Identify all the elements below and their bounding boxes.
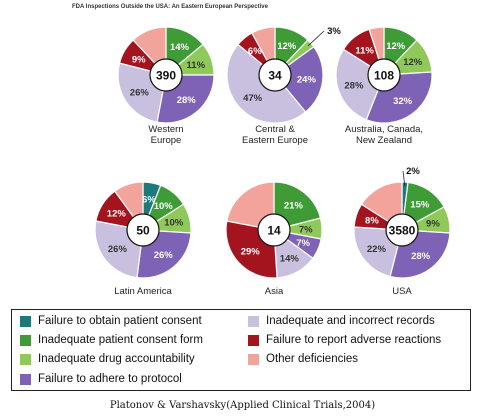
- data-label: 15%: [410, 199, 430, 210]
- data-label: 6%: [142, 194, 156, 205]
- legend-swatch: [248, 353, 259, 365]
- pie-4: 21% 7% 7% 14% 29% 14 Asia: [225, 181, 323, 297]
- region-label: Asia: [265, 286, 284, 297]
- pie-center: [149, 58, 183, 92]
- legend-swatch: [20, 353, 31, 365]
- caption: Platonov & Varshavsky(Applied Clinical T…: [109, 400, 376, 411]
- data-label: 12%: [386, 41, 406, 52]
- legend-label: Inadequate drug accountability: [38, 353, 195, 365]
- legend-swatch: [248, 315, 259, 327]
- data-label: 9%: [426, 219, 440, 230]
- pie-center: [126, 213, 160, 247]
- pie-2: 12% 12% 32% 28% 11% 108 Australia, Canada,New …: [335, 26, 433, 146]
- pie-center: [367, 58, 401, 92]
- pie-slice-records: [335, 48, 385, 121]
- pie-total: 50: [136, 224, 150, 238]
- data-label: 21%: [284, 201, 304, 212]
- legend-label: Failure to adhere to protocol: [38, 373, 182, 385]
- pie-total: 108: [374, 69, 394, 83]
- legend-label: Other deficiencies: [266, 353, 359, 365]
- legend-item-protocol: Failure to adhere to protocol: [20, 371, 182, 387]
- data-label: 3%: [327, 26, 341, 37]
- pie-center: [257, 213, 291, 247]
- legend-swatch: [248, 334, 259, 346]
- region-label: Central &: [255, 124, 295, 135]
- callout-line: [402, 170, 406, 186]
- pie-center: [258, 58, 292, 92]
- data-label: 28%: [411, 251, 431, 262]
- data-label: 8%: [365, 216, 379, 227]
- region-label: Australia, Canada,: [345, 124, 423, 135]
- data-label: 26%: [130, 88, 150, 99]
- legend-item-records: Inadequate and incorrect records: [248, 313, 435, 329]
- data-label: 22%: [367, 244, 387, 255]
- pie-5: 2% 15% 9% 28% 22% 8% 3580 USA: [353, 166, 451, 297]
- pie-slice-form: [273, 181, 322, 231]
- figure-title: FDA Inspections Outside the USA: An East…: [72, 4, 268, 10]
- legend-swatch: [20, 334, 31, 346]
- legend-swatch: [20, 373, 31, 385]
- pie-total: 34: [268, 69, 282, 83]
- region-label: Western: [148, 124, 183, 135]
- data-label: 28%: [177, 95, 197, 106]
- region-label: Latin America: [114, 286, 172, 297]
- pie-slice-protocol: [274, 45, 324, 113]
- data-label: 12%: [107, 209, 127, 220]
- legend-label: Inadequate and incorrect records: [266, 315, 435, 327]
- region-label: Eastern Europe: [242, 135, 308, 146]
- data-label: 7%: [296, 238, 310, 249]
- data-label: 11%: [355, 46, 374, 57]
- legend-swatch: [20, 315, 31, 327]
- data-label: 28%: [344, 80, 364, 91]
- data-label: 10%: [154, 201, 174, 212]
- legend-label: Inadequate patient consent form: [38, 334, 203, 346]
- legend-item-drug: Inadequate drug accountability: [20, 351, 195, 367]
- data-label: 32%: [393, 96, 413, 107]
- legend-label: Failure to report adverse reactions: [266, 334, 442, 346]
- region-label: USA: [392, 286, 412, 297]
- legend-item-other: Other deficiencies: [248, 351, 358, 367]
- data-label: 10%: [164, 218, 184, 229]
- data-label: 12%: [403, 57, 423, 68]
- data-label: 9%: [132, 54, 146, 65]
- data-label: 26%: [108, 244, 128, 255]
- legend-item-form: Inadequate patient consent form: [20, 332, 203, 348]
- data-label: 47%: [243, 93, 263, 104]
- legend-item-adverse: Failure to report adverse reactions: [248, 332, 441, 348]
- region-label: New Zealand: [356, 135, 412, 146]
- data-label: 26%: [154, 250, 174, 261]
- pie-total: 390: [156, 69, 176, 83]
- region-label: Europe: [151, 135, 182, 146]
- data-label: 29%: [241, 247, 261, 258]
- data-label: 7%: [299, 225, 313, 236]
- data-label: 6%: [248, 46, 262, 57]
- pie-1: 12% 3% 24% 47% 6% 34 Central &Eastern Europe: [226, 26, 341, 146]
- data-label: 14%: [170, 42, 190, 53]
- legend: Failure to obtain patient consent Inadequ…: [11, 309, 471, 391]
- pie-total: 14: [267, 224, 281, 238]
- pie-total: 3580: [389, 224, 416, 238]
- data-label: 11%: [187, 60, 206, 71]
- data-label: 24%: [297, 75, 317, 86]
- pie-slice-other: [226, 181, 275, 231]
- pie-center: [385, 213, 419, 247]
- legend-label: Failure to obtain patient consent: [38, 315, 202, 327]
- data-label: 14%: [280, 253, 300, 264]
- data-label: 2%: [406, 166, 420, 177]
- data-label: 12%: [277, 41, 297, 52]
- legend-item-consent: Failure to obtain patient consent: [20, 313, 202, 329]
- callout-line: [307, 30, 325, 47]
